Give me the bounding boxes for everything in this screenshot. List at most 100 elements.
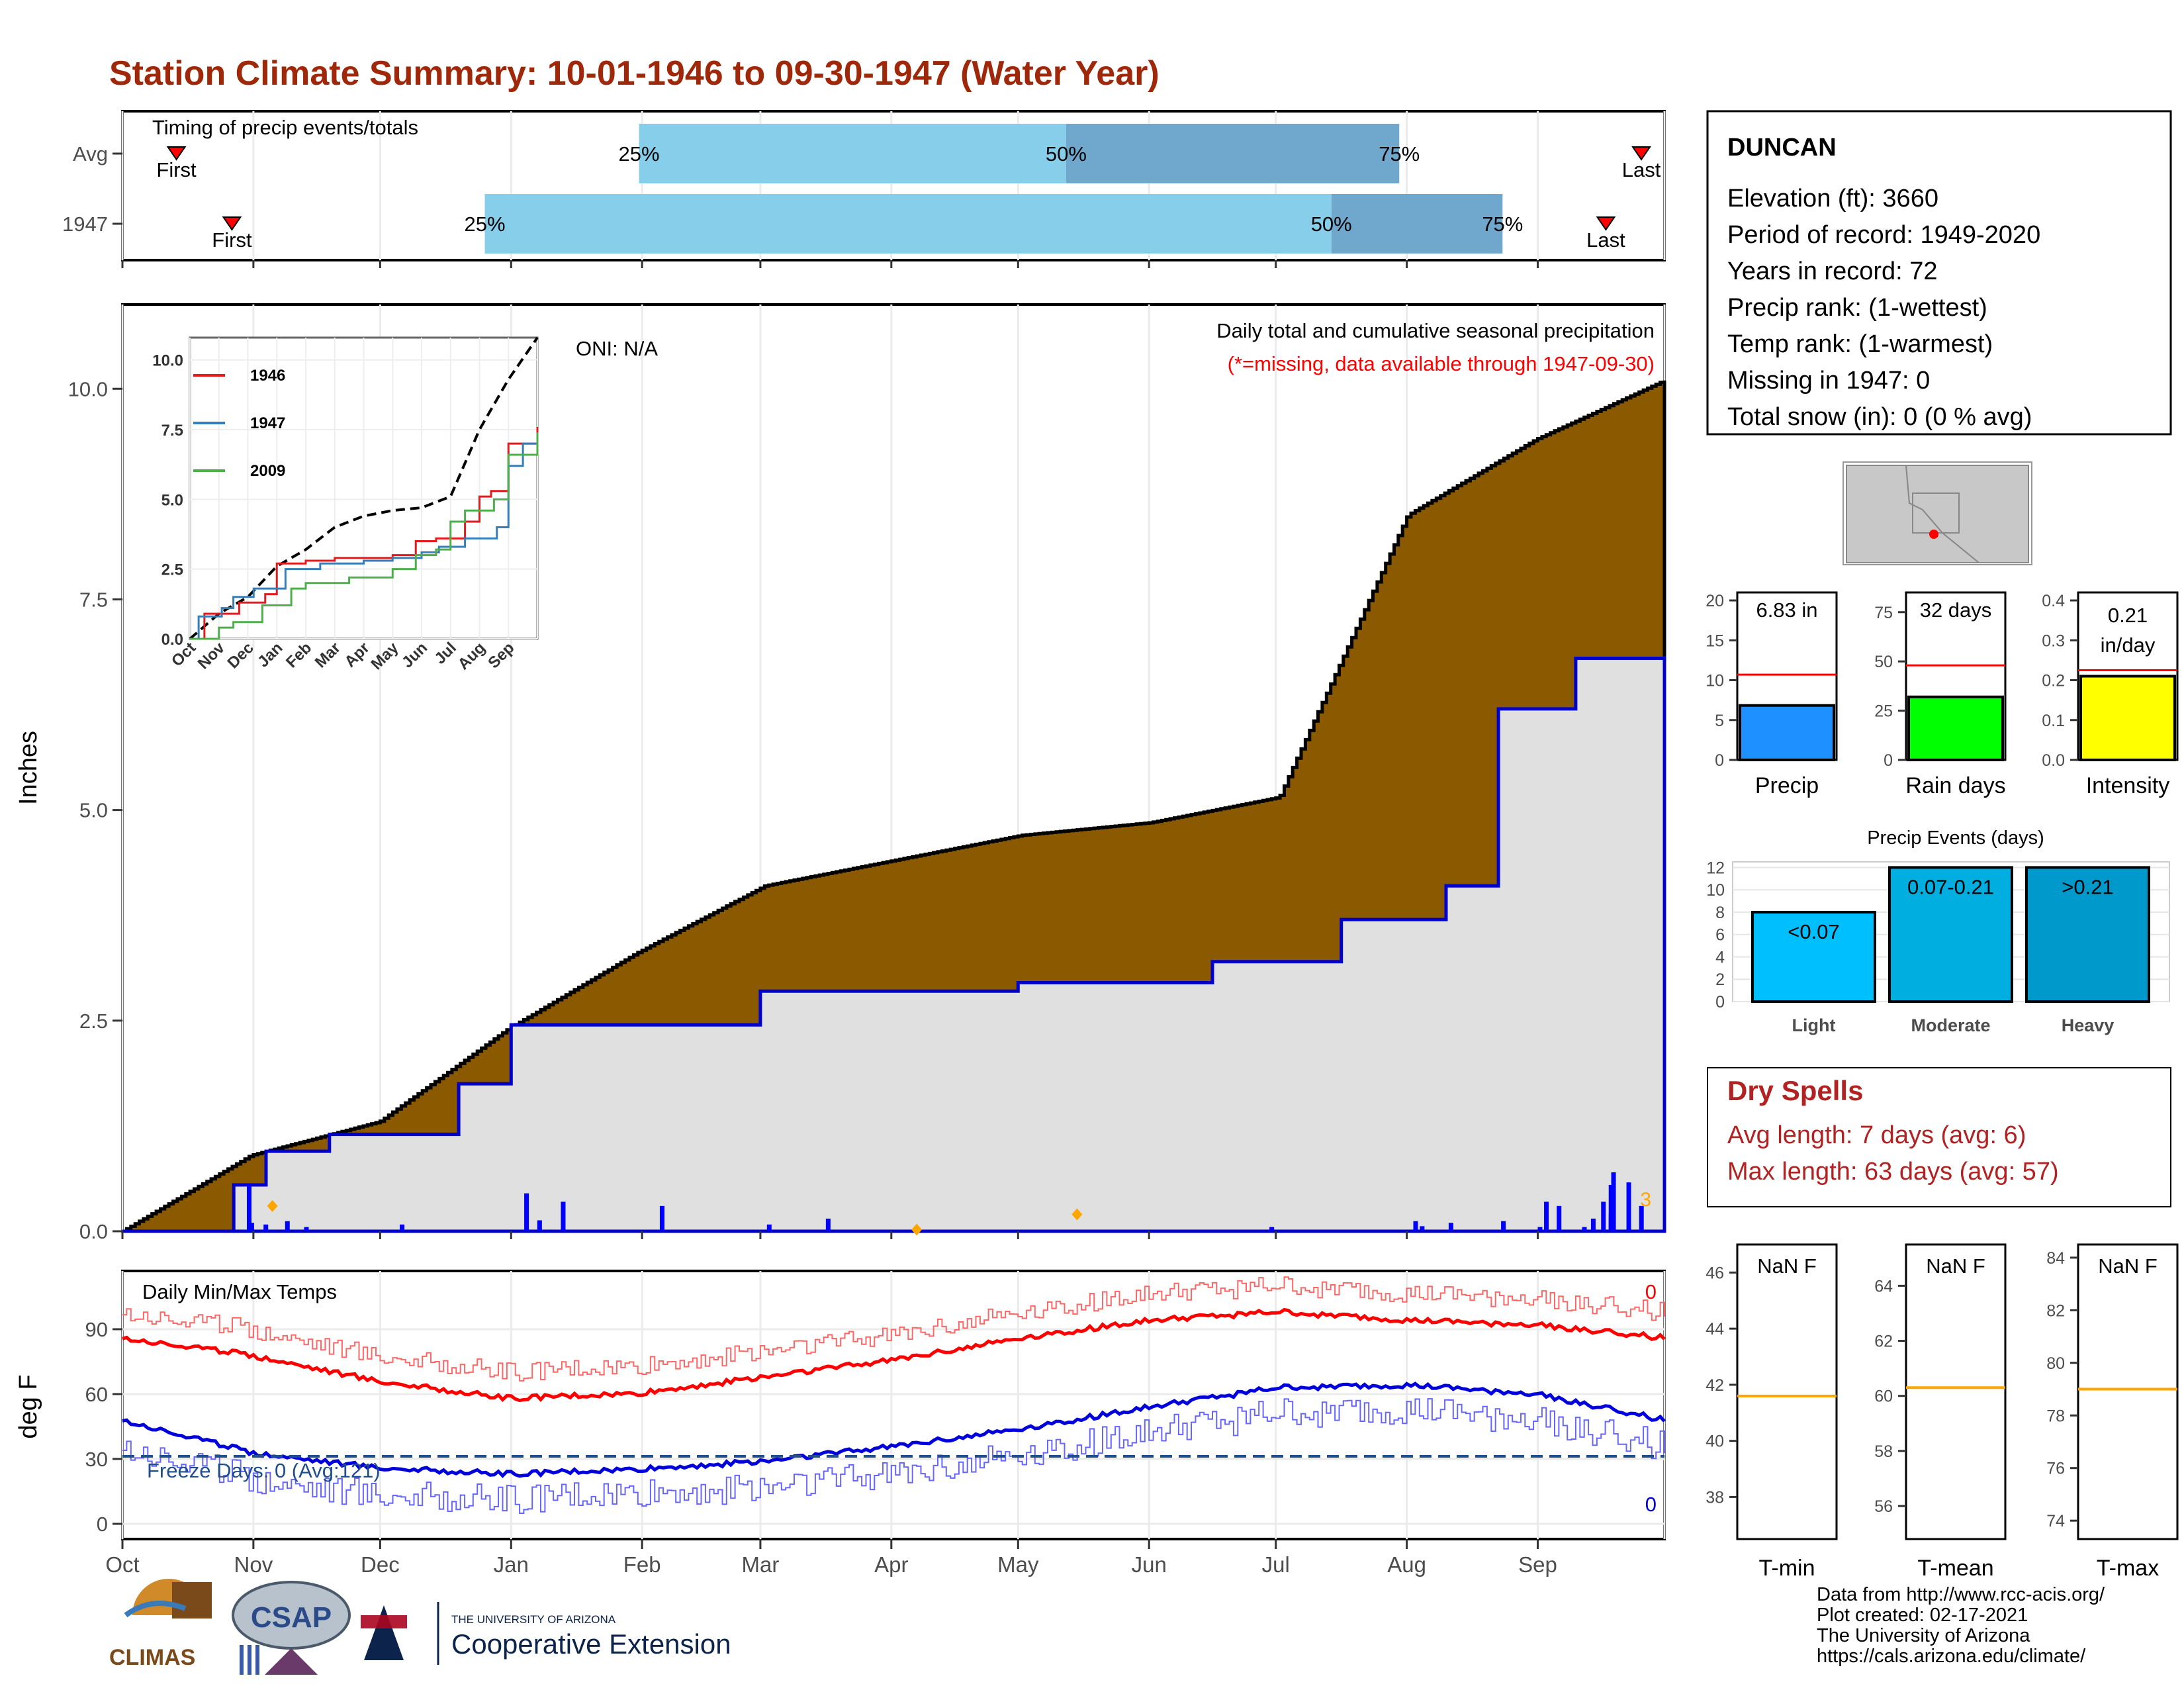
- daily-precip-bar: [1420, 1226, 1425, 1231]
- temp-box-frame: [1736, 1243, 1838, 1540]
- daily-precip-bar: [659, 1205, 664, 1231]
- month-label: Apr: [874, 1552, 908, 1577]
- month-label: Mar: [741, 1552, 779, 1577]
- precip-events-title: Precip Events (days): [1867, 827, 2044, 849]
- timing-row: Avg 25% 50% 75% First Last: [73, 124, 1661, 183]
- timing-bar-25-50: [484, 194, 1332, 254]
- inset-series-line: [190, 432, 539, 640]
- y-tick-label: 60: [85, 1383, 108, 1406]
- station-info-line: Elevation (ft): 3660: [1727, 185, 1938, 212]
- dry-spells-avg: Avg length: 7 days (avg: 6): [1727, 1121, 2026, 1149]
- month-label: May: [997, 1552, 1039, 1577]
- y-tick-label: 10: [1706, 881, 1725, 900]
- precip-event-category: Heavy: [2062, 1015, 2115, 1035]
- state-map: [1843, 461, 2032, 565]
- temp-box-value: NaN F: [1757, 1254, 1817, 1278]
- mini-bar-value-label: 6.83 in: [1756, 598, 1817, 622]
- daily-precip-bar: [1611, 1172, 1616, 1231]
- y-tick-label: 44: [1706, 1320, 1724, 1338]
- y-tick-label: 0: [1715, 993, 1725, 1011]
- dry-spells-frame: [1707, 1067, 2171, 1207]
- daily-precip-bar: [1608, 1185, 1614, 1231]
- y-tick-label: 0: [97, 1513, 108, 1536]
- station-info-line: Years in record: 72: [1727, 258, 1938, 285]
- month-label: Sep: [1518, 1552, 1557, 1577]
- inset-y-tick-label: 7.5: [161, 422, 183, 440]
- mini-bar-value-unit: in/day: [2101, 633, 2156, 657]
- credit-line: Plot created: 02-17-2021: [1817, 1605, 2028, 1626]
- y-tick-label: 82: [2046, 1301, 2065, 1320]
- month-label: Jun: [1132, 1552, 1167, 1577]
- month-label: Nov: [234, 1552, 273, 1577]
- mini-bar-value: [2079, 675, 2176, 761]
- daily-precip-bar: [1557, 1205, 1562, 1231]
- max-temp-daily-line: [122, 1276, 1665, 1382]
- credit-line: The University of Arizona: [1817, 1625, 2030, 1646]
- daily-precip-bar: [304, 1227, 309, 1231]
- y-tick-label: 80: [2046, 1354, 2065, 1373]
- y-tick-label: 15: [1706, 632, 1724, 650]
- min-count: 0: [1645, 1493, 1657, 1516]
- mini-bar-chart-precip: 0 5 10 15 20 6.83 in Precip: [1706, 591, 1838, 798]
- temps-frame: [121, 1270, 1666, 1540]
- y-tick-label: 7.5: [79, 588, 108, 611]
- month-label: Jan: [494, 1552, 529, 1577]
- timing-last-marker: [1596, 216, 1616, 231]
- y-tick-label: 76: [2046, 1460, 2065, 1478]
- inset-y-tick-label: 5.0: [161, 491, 183, 509]
- timing-p25-label: 25%: [465, 212, 506, 236]
- y-tick-label: 2: [1715, 970, 1725, 989]
- timing-row-label: Avg: [73, 142, 108, 165]
- y-tick-label: 38: [1706, 1488, 1724, 1507]
- daily-precip-bar: [246, 1185, 251, 1231]
- ua-small-text: THE UNIVERSITY OF ARIZONA: [451, 1613, 616, 1626]
- station-info-line: Period of record: 1949-2020: [1727, 221, 2040, 249]
- timing-last-label: Last: [1622, 158, 1661, 181]
- month-label: Feb: [623, 1552, 661, 1577]
- mini-bar-value-label: 32 days: [1920, 598, 1992, 622]
- ua-extension-text: Cooperative Extension: [451, 1628, 731, 1660]
- page-title: Station Climate Summary: 10-01-1946 to 0…: [109, 54, 1160, 93]
- dry-spells-box: Dry Spells Avg length: 7 days (avg: 6) M…: [1707, 1067, 2171, 1207]
- y-tick-label: 8: [1715, 904, 1725, 922]
- mini-bar-label: Rain days: [1905, 773, 2005, 798]
- min-temp-daily-line: [122, 1398, 1665, 1514]
- timing-last-label: Last: [1586, 228, 1625, 252]
- y-tick-label: 12: [1706, 859, 1725, 877]
- y-tick-label: 50: [1874, 653, 1893, 671]
- y-tick-label: 4: [1715, 948, 1725, 966]
- precip-event-bar-label: <0.07: [1788, 920, 1839, 943]
- station-info-line: Temp rank: (1-warmest): [1727, 330, 1993, 358]
- timing-last-marker: [1631, 146, 1651, 161]
- precip-ylabel: Inches: [15, 731, 42, 805]
- precip-caption: Daily total and cumulative seasonal prec…: [1216, 319, 1655, 342]
- inset-series-line: [190, 426, 539, 640]
- credit-line: Data from http://www.rcc-acis.org/: [1817, 1584, 2105, 1605]
- temp-box-label: T-mean: [1917, 1556, 1993, 1581]
- station-location-marker: [1929, 530, 1938, 539]
- daily-precip-bar: [1582, 1227, 1587, 1231]
- dry-spells-title: Dry Spells: [1727, 1075, 1863, 1106]
- inset-legend-label: 1946: [250, 367, 285, 385]
- inset-legend-label: 2009: [250, 462, 285, 480]
- inset-chart: 0.02.55.07.510.0OctNovDecJanFebMarAprMay…: [152, 336, 539, 673]
- precip-event-bar: [2025, 866, 2150, 1003]
- timing-bar-50-75: [1331, 194, 1503, 254]
- temps-ylabel: deg F: [15, 1374, 42, 1438]
- y-tick-label: 10.0: [68, 377, 108, 400]
- y-tick-label: 90: [85, 1318, 108, 1341]
- climas-logo: CLIMAS: [109, 1579, 212, 1670]
- y-tick-label: 0: [1715, 751, 1724, 770]
- daily-precip-bar: [537, 1220, 542, 1231]
- daily-precip-bar: [1501, 1221, 1506, 1231]
- y-tick-label: 5.0: [79, 799, 108, 822]
- daily-precip-bar: [400, 1224, 405, 1231]
- temps-label: Daily Min/Max Temps: [142, 1280, 337, 1303]
- month-label: Aug: [1387, 1552, 1426, 1577]
- timing-first-marker: [166, 146, 187, 161]
- daily-precip-bar: [1639, 1205, 1644, 1231]
- university-of-arizona-logo: THE UNIVERSITY OF ARIZONA Cooperative Ex…: [361, 1602, 731, 1665]
- y-tick-label: 58: [1874, 1442, 1893, 1461]
- daily-precip-bar: [1590, 1218, 1596, 1231]
